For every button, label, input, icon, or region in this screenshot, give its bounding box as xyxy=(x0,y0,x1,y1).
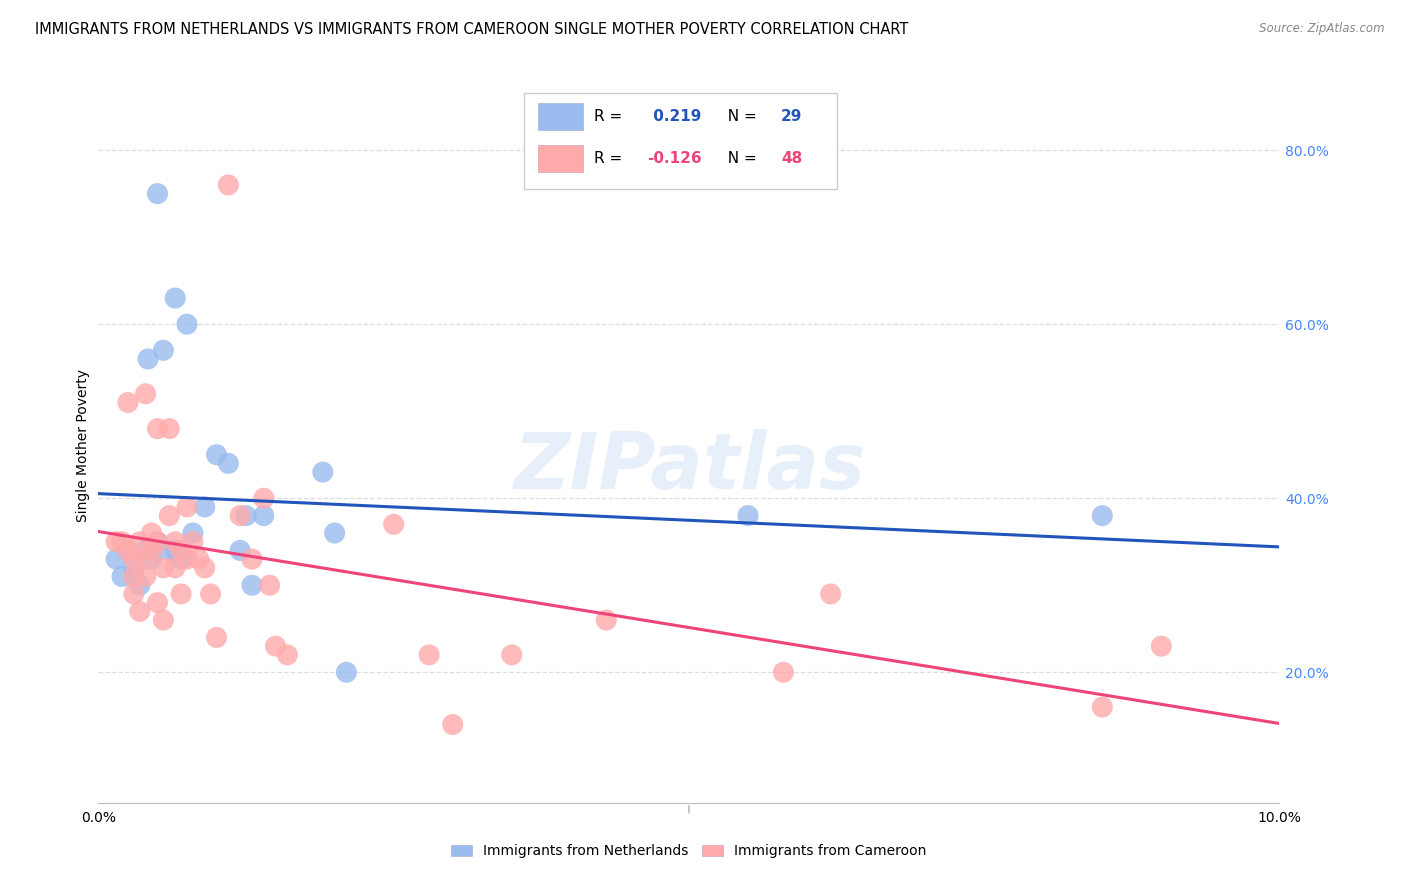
Point xyxy=(264,639,287,653)
Point xyxy=(152,613,174,627)
Point xyxy=(276,648,298,662)
Point xyxy=(240,578,263,592)
Text: R =: R = xyxy=(595,151,627,166)
Point xyxy=(200,587,222,601)
Point xyxy=(170,543,193,558)
Legend: Immigrants from Netherlands, Immigrants from Cameroon: Immigrants from Netherlands, Immigrants … xyxy=(446,838,932,863)
Point xyxy=(117,543,139,558)
Point xyxy=(146,596,169,610)
Point xyxy=(135,543,157,558)
Point xyxy=(122,552,145,566)
Point xyxy=(595,613,617,627)
Point xyxy=(312,465,335,479)
Point xyxy=(152,561,174,575)
Point xyxy=(105,552,128,566)
Point xyxy=(122,587,145,601)
Point xyxy=(240,552,263,566)
Point xyxy=(205,448,228,462)
Point xyxy=(253,508,276,523)
Point xyxy=(105,534,128,549)
Point xyxy=(176,317,198,331)
Point xyxy=(146,421,169,435)
Point xyxy=(128,578,150,592)
Point xyxy=(136,351,159,366)
Point xyxy=(141,543,163,558)
Point xyxy=(253,491,276,506)
Point xyxy=(146,186,169,201)
Point xyxy=(217,457,239,471)
Point xyxy=(235,508,257,523)
Point xyxy=(146,534,169,549)
Point xyxy=(135,552,157,566)
Text: -0.126: -0.126 xyxy=(648,151,702,166)
Text: N =: N = xyxy=(718,151,762,166)
Point xyxy=(323,526,346,541)
Point xyxy=(117,395,139,409)
Point xyxy=(157,543,180,558)
Text: ZIPatlas: ZIPatlas xyxy=(513,429,865,506)
Point xyxy=(194,561,217,575)
Text: IMMIGRANTS FROM NETHERLANDS VS IMMIGRANTS FROM CAMEROON SINGLE MOTHER POVERTY CO: IMMIGRANTS FROM NETHERLANDS VS IMMIGRANT… xyxy=(35,22,908,37)
Point xyxy=(737,508,759,523)
Point xyxy=(229,508,252,523)
Point xyxy=(128,604,150,618)
Point xyxy=(165,534,187,549)
Point xyxy=(181,534,204,549)
Text: 48: 48 xyxy=(782,151,803,166)
Point xyxy=(122,569,145,583)
Point xyxy=(135,386,157,401)
Point xyxy=(165,543,187,558)
Point xyxy=(382,517,405,532)
Point xyxy=(111,534,134,549)
Point xyxy=(146,534,169,549)
Point xyxy=(165,291,187,305)
Point xyxy=(157,421,180,435)
Point xyxy=(820,587,842,601)
Point xyxy=(176,500,198,514)
Point xyxy=(1150,639,1173,653)
Point xyxy=(170,552,193,566)
Point xyxy=(205,631,228,645)
Point xyxy=(122,561,145,575)
Point xyxy=(441,717,464,731)
Point xyxy=(335,665,357,680)
Point xyxy=(1091,508,1114,523)
Point xyxy=(187,552,209,566)
Y-axis label: Single Mother Poverty: Single Mother Poverty xyxy=(76,369,90,523)
Point xyxy=(157,508,180,523)
Point xyxy=(165,561,187,575)
Point xyxy=(117,543,139,558)
Point xyxy=(141,552,163,566)
Point xyxy=(135,569,157,583)
Text: R =: R = xyxy=(595,109,627,124)
Point xyxy=(501,648,523,662)
Point xyxy=(194,500,217,514)
Point xyxy=(176,552,198,566)
Point xyxy=(1091,700,1114,714)
Point xyxy=(229,543,252,558)
Point xyxy=(152,343,174,358)
Point xyxy=(170,587,193,601)
Text: 29: 29 xyxy=(782,109,803,124)
Point xyxy=(141,526,163,541)
Point xyxy=(418,648,440,662)
Point xyxy=(217,178,239,192)
Text: N =: N = xyxy=(718,109,762,124)
FancyBboxPatch shape xyxy=(523,93,837,189)
Point xyxy=(128,534,150,549)
Bar xyxy=(537,103,582,130)
Point xyxy=(772,665,794,680)
Text: 0.219: 0.219 xyxy=(648,109,702,124)
Point xyxy=(181,526,204,541)
Point xyxy=(111,569,134,583)
Point xyxy=(259,578,281,592)
Text: Source: ZipAtlas.com: Source: ZipAtlas.com xyxy=(1260,22,1385,36)
Bar xyxy=(537,145,582,172)
